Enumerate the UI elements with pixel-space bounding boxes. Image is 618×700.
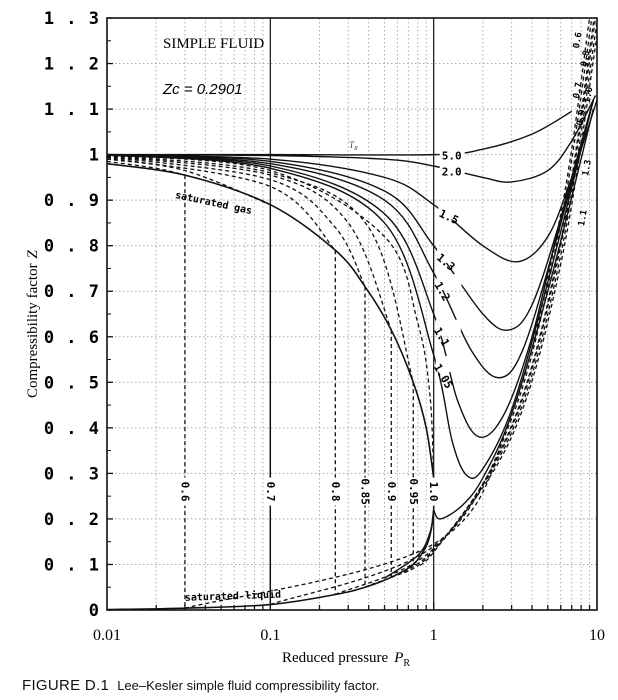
y-tick-label: 1 . 1 [44, 100, 100, 120]
isotherm-label-tr-2.0: 2.0 [442, 166, 462, 179]
x-axis-title: Reduced pressure PR [282, 650, 410, 669]
saturated-gas-label: saturated gas [174, 190, 253, 217]
x-tick-label: 10 [589, 627, 605, 644]
y-tick-label: 1 . 2 [44, 55, 100, 75]
curves [106, 17, 598, 611]
isotherm-liquid-branch-tr-0.7 [270, 17, 593, 606]
plot-frame [106, 17, 598, 611]
y-tick-label: 0 . 2 [44, 510, 100, 530]
isotherm-gas-branch-tr-0.95 [106, 155, 414, 383]
isotherm-label-tr-0.85: 0.85 [359, 478, 372, 505]
isotherm-label-tr-0.7: 0.7 [264, 482, 277, 502]
x-tick-label: 0.1 [260, 627, 280, 644]
tr-label-main: T [349, 140, 355, 150]
y-axis-title: Compressibility factor Z [25, 249, 41, 398]
figure-label: FIGURE D.1 [22, 677, 110, 694]
label-background [178, 477, 191, 506]
isotherm-liquid-branch-tr-0.95 [412, 36, 598, 567]
top-isotherm-label: 1.1 [577, 209, 590, 227]
label-background [264, 477, 277, 506]
saturated-liquid-label: saturated liquid [185, 589, 282, 604]
y-tick-label: 0 [89, 601, 100, 621]
label-background [329, 477, 342, 506]
grid [107, 18, 597, 610]
figure-caption-text: Lee–Kesler simple fluid compressibility … [117, 678, 380, 693]
label-background [385, 477, 398, 506]
isotherm-label-tr-0.95: 0.95 [407, 478, 420, 505]
y-tick-label: 0 . 6 [44, 328, 100, 348]
top-isotherm-label: 0.8 [580, 50, 593, 68]
isotherm-label-tr-1.0: 1.0 [427, 482, 440, 502]
tr-label-sub: R [353, 146, 358, 152]
y-tick-label: 0 . 5 [44, 373, 100, 393]
isotherm-label-tr-0.8: 0.8 [329, 482, 342, 502]
x-axis-title-text: Reduced pressure [282, 650, 389, 666]
y-tick-label: 0 . 1 [44, 555, 100, 575]
y-tick-label: 1 [89, 146, 100, 166]
curve-labels: 0.6 0.7 0.8 0.85 0.9 0.95 1.05.02.01.51.31.21.… [174, 32, 595, 604]
top-isotherm-label: 0.7 [572, 82, 585, 100]
tr-label: TR [349, 140, 358, 152]
axes: 0 0 . 1 0 . 2 0 . 3 0 . 4 0 . 5 0 . 6 0 . 7 0 . … [44, 9, 605, 644]
isotherm-gas-branch-tr-0.9 [106, 155, 392, 331]
label-background [359, 477, 372, 506]
x-tick-label: 0.01 [93, 627, 121, 644]
y-tick-label: 1 . 3 [44, 9, 100, 29]
isotherm-supercritical-tr-1.5 [106, 99, 598, 263]
label-background [439, 146, 465, 163]
x-axis-sub: R [403, 658, 410, 669]
x-tick-label: 1 [430, 627, 438, 644]
isotherm-label-tr-5.0: 5.0 [442, 150, 462, 163]
x-axis-symbol: P [393, 650, 403, 666]
top-isotherm-label: 1.3 [581, 159, 594, 177]
isotherm-supercritical-tr-2.0 [106, 95, 597, 183]
isotherm-supercritical-tr-1.0 [433, 108, 595, 520]
label-background [435, 356, 468, 373]
isotherm-supercritical-tr-5.0 [107, 110, 573, 156]
label-background [407, 477, 420, 506]
y-tick-label: 0 . 8 [44, 237, 100, 257]
isotherm-supercritical-tr-1.1 [106, 99, 595, 439]
y-tick-label: 0 . 3 [44, 464, 100, 484]
isotherm-liquid-branch-tr-0.85 [364, 17, 597, 588]
isotherm-liquid-branch-tr-0.6 [184, 17, 591, 609]
isotherm-label-tr-0.6: 0.6 [178, 482, 191, 502]
label-background [439, 162, 465, 179]
y-tick-label: 0 . 9 [44, 191, 100, 211]
label-background [427, 477, 440, 506]
chart-title: SIMPLE FLUID [163, 36, 264, 52]
y-axis-symbol: Z [25, 249, 41, 258]
label-background [436, 274, 462, 291]
isotherm-label-tr-0.9: 0.9 [385, 482, 398, 502]
top-isotherm-label: 0.6 [572, 32, 585, 50]
y-tick-label: 0 . 4 [44, 419, 100, 439]
isotherm-supercritical-tr-1.05 [106, 99, 595, 480]
top-isotherm-label: 1.0 [583, 86, 596, 104]
isotherm-gas-branch-tr-1.0 [106, 154, 435, 478]
y-axis-title-text: Compressibility factor [25, 263, 41, 398]
label-background [438, 203, 464, 220]
isotherm-liquid-branch-tr-0.9 [390, 22, 598, 578]
isotherm-gas-branch-tr-0.8 [106, 157, 336, 251]
isotherm-liquid-branch-tr-0.8 [335, 17, 595, 596]
saturated-gas-curve [106, 162, 435, 479]
y-tick-label: 0 . 7 [44, 282, 100, 302]
label-background [435, 319, 461, 336]
isotherm-supercritical-tr-1.3 [106, 99, 595, 331]
top-isotherm-label: 0.9 [575, 109, 588, 127]
zc-annotation: Zc = 0.2901 [162, 81, 243, 98]
saturated-liquid-curve [106, 509, 435, 611]
label-background [437, 246, 463, 263]
figure-caption: FIGURE D.1 Lee–Kesler simple fluid compre… [22, 677, 379, 694]
